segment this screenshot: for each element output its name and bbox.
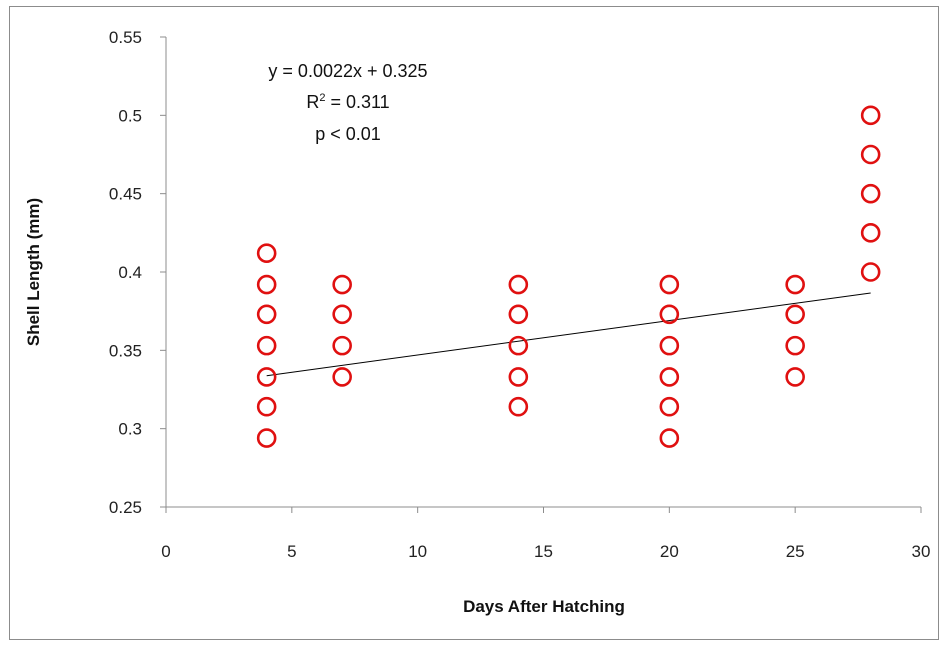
data-point bbox=[860, 183, 881, 204]
data-point bbox=[659, 428, 680, 448]
data-point bbox=[659, 274, 680, 295]
trendline bbox=[266, 292, 871, 377]
data-point bbox=[659, 335, 680, 356]
data-point bbox=[332, 274, 352, 295]
data-point bbox=[332, 304, 352, 325]
x-tick-label: 20 bbox=[660, 542, 679, 561]
data-point bbox=[332, 335, 352, 356]
data-point bbox=[256, 335, 277, 356]
x-tick-label: 30 bbox=[912, 542, 931, 561]
y-tick-label: 0.55 bbox=[109, 28, 142, 47]
p-value: p < 0.01 bbox=[315, 124, 381, 144]
data-point bbox=[785, 367, 805, 387]
y-axis-ticks: 0.25 0.3 0.35 0.4 0.45 0.5 0.55 bbox=[109, 28, 166, 517]
data-point bbox=[508, 335, 529, 356]
data-point bbox=[508, 367, 529, 387]
axes bbox=[165, 37, 921, 508]
data-point bbox=[508, 304, 529, 325]
y-tick-label: 0.4 bbox=[118, 263, 142, 282]
data-point bbox=[256, 304, 277, 325]
data-point bbox=[860, 262, 881, 282]
data-point bbox=[256, 367, 277, 387]
x-tick-label: 15 bbox=[534, 542, 553, 561]
x-tick-label: 5 bbox=[287, 542, 296, 561]
x-axis-ticks: 0 5 10 15 20 25 30 bbox=[161, 507, 930, 561]
y-tick-label: 0.3 bbox=[118, 420, 142, 439]
data-point bbox=[508, 274, 529, 295]
y-tick-label: 0.25 bbox=[109, 498, 142, 517]
data-point bbox=[659, 396, 680, 417]
data-point bbox=[785, 274, 805, 295]
data-point bbox=[256, 274, 277, 295]
x-tick-label: 10 bbox=[408, 542, 427, 561]
data-point bbox=[860, 223, 881, 243]
data-point bbox=[256, 428, 277, 448]
x-axis-title: Days After Hatching bbox=[463, 597, 625, 616]
chart-frame bbox=[9, 6, 939, 640]
data-points bbox=[256, 105, 881, 448]
data-point bbox=[785, 335, 805, 356]
data-point bbox=[860, 105, 881, 126]
x-tick-label: 25 bbox=[786, 542, 805, 561]
data-point bbox=[860, 144, 881, 165]
data-point bbox=[508, 396, 529, 417]
data-point bbox=[256, 396, 277, 417]
regression-equation: y = 0.0022x + 0.325 bbox=[268, 61, 427, 81]
y-tick-label: 0.35 bbox=[109, 341, 142, 360]
data-point bbox=[659, 304, 680, 325]
data-point bbox=[332, 367, 352, 387]
x-tick-label: 0 bbox=[161, 542, 170, 561]
y-axis-title: Shell Length (mm) bbox=[24, 198, 43, 346]
y-tick-label: 0.5 bbox=[118, 106, 142, 125]
data-point bbox=[256, 243, 277, 263]
y-tick-label: 0.45 bbox=[109, 185, 142, 204]
data-point bbox=[785, 304, 805, 325]
data-point bbox=[659, 367, 680, 387]
r-squared: R2 = 0.311 bbox=[306, 92, 389, 112]
